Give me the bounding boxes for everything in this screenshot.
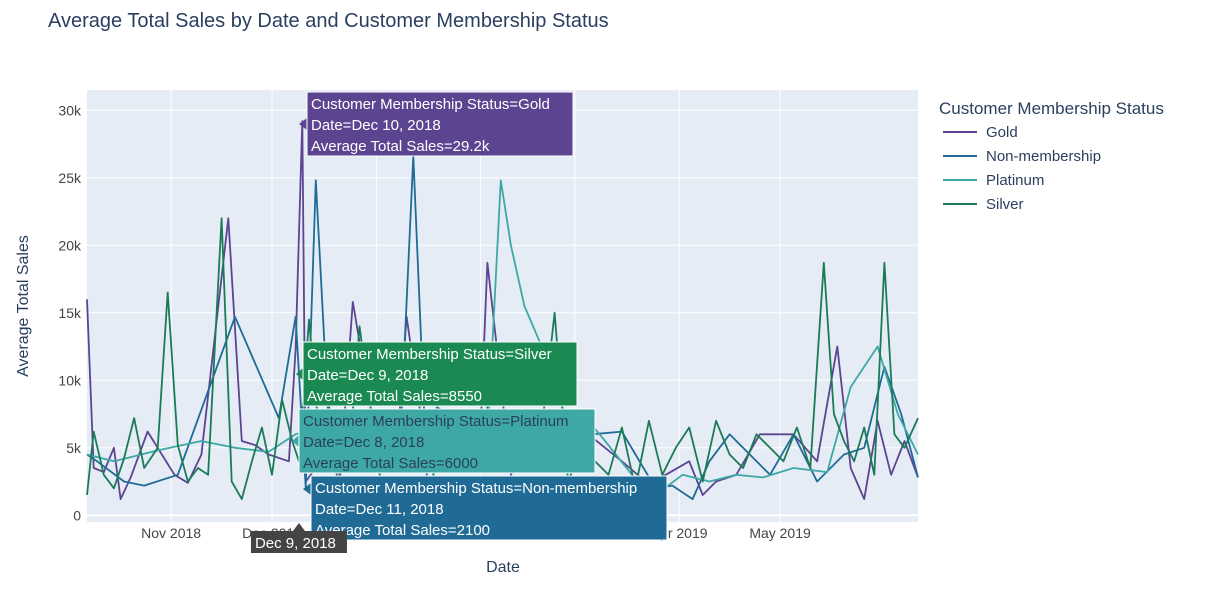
x-tick-label: Nov 2018 xyxy=(141,525,201,541)
tooltip-line: Average Total Sales=6000 xyxy=(303,455,478,472)
tooltip-non-membership: Customer Membership Status=Non-membershi… xyxy=(303,475,668,541)
tooltip-silver: Customer Membership Status=Silver Date=De… xyxy=(296,341,578,407)
legend-title: Customer Membership Status xyxy=(939,99,1164,118)
tooltip-box xyxy=(298,408,596,474)
y-tick-label: 25k xyxy=(58,170,82,186)
y-tick-label: 20k xyxy=(58,237,82,253)
spike-box xyxy=(250,531,347,553)
hover-tooltips: Customer Membership Status=Gold Date=Dec … xyxy=(250,91,668,553)
tooltip-platinum: Customer Membership Status=Platinum Date=… xyxy=(292,408,596,474)
chart-title: Average Total Sales by Date and Customer… xyxy=(48,10,609,32)
x-tick-label: May 2019 xyxy=(749,525,811,541)
tooltip-line: Date=Dec 11, 2018 xyxy=(315,501,444,518)
series-line-platinum[interactable] xyxy=(86,179,919,496)
tooltip-line: Customer Membership Status=Platinum xyxy=(303,413,569,430)
tooltip-pointer xyxy=(292,435,299,447)
y-tick-label: 30k xyxy=(58,102,82,118)
y-axis-label: Average Total Sales xyxy=(15,235,32,377)
tooltip-line: Date=Dec 9, 2018 xyxy=(307,367,428,384)
x-axis-label: Date xyxy=(486,559,520,576)
legend-item-platinum[interactable]: Platinum xyxy=(943,172,1044,189)
y-tick-label: 10k xyxy=(58,372,82,388)
legend-label: Gold xyxy=(986,124,1018,141)
tooltip-line: Customer Membership Status=Silver xyxy=(307,346,552,363)
y-tick-label: 0 xyxy=(73,507,81,523)
legend-label: Silver xyxy=(986,196,1024,213)
tooltip-pointer xyxy=(296,368,303,380)
legend-item-silver[interactable]: Silver xyxy=(943,196,1024,213)
tooltip-line: Average Total Sales=29.2k xyxy=(311,138,490,155)
tooltip-line: Customer Membership Status=Non-membershi… xyxy=(315,480,637,497)
legend[interactable]: Customer Membership Status Gold Non-membe… xyxy=(939,99,1164,213)
tooltip-line: Customer Membership Status=Gold xyxy=(311,96,550,113)
y-tick-label: 5k xyxy=(66,440,82,456)
legend-label: Non-membership xyxy=(986,148,1101,165)
tooltip-line: Average Total Sales=2100 xyxy=(315,522,490,539)
legend-item-non-membership[interactable]: Non-membership xyxy=(943,148,1101,165)
spike-pointer xyxy=(292,523,305,531)
tooltip-box xyxy=(310,475,668,541)
tooltip-line: Date=Dec 8, 2018 xyxy=(303,434,424,451)
tooltip-gold: Customer Membership Status=Gold Date=Dec … xyxy=(299,91,574,157)
x-spike-label: Dec 9, 2018 xyxy=(250,523,347,553)
legend-label: Platinum xyxy=(986,172,1044,189)
spike-text: Dec 9, 2018 xyxy=(255,535,336,552)
tooltip-box xyxy=(302,341,578,407)
tooltip-line: Date=Dec 10, 2018 xyxy=(311,117,441,134)
tooltip-pointer xyxy=(303,483,311,495)
tooltip-pointer xyxy=(299,118,307,130)
legend-item-gold[interactable]: Gold xyxy=(943,124,1018,141)
y-tick-label: 15k xyxy=(58,305,82,321)
tooltip-box xyxy=(306,91,574,157)
tooltip-line: Average Total Sales=8550 xyxy=(307,388,482,405)
